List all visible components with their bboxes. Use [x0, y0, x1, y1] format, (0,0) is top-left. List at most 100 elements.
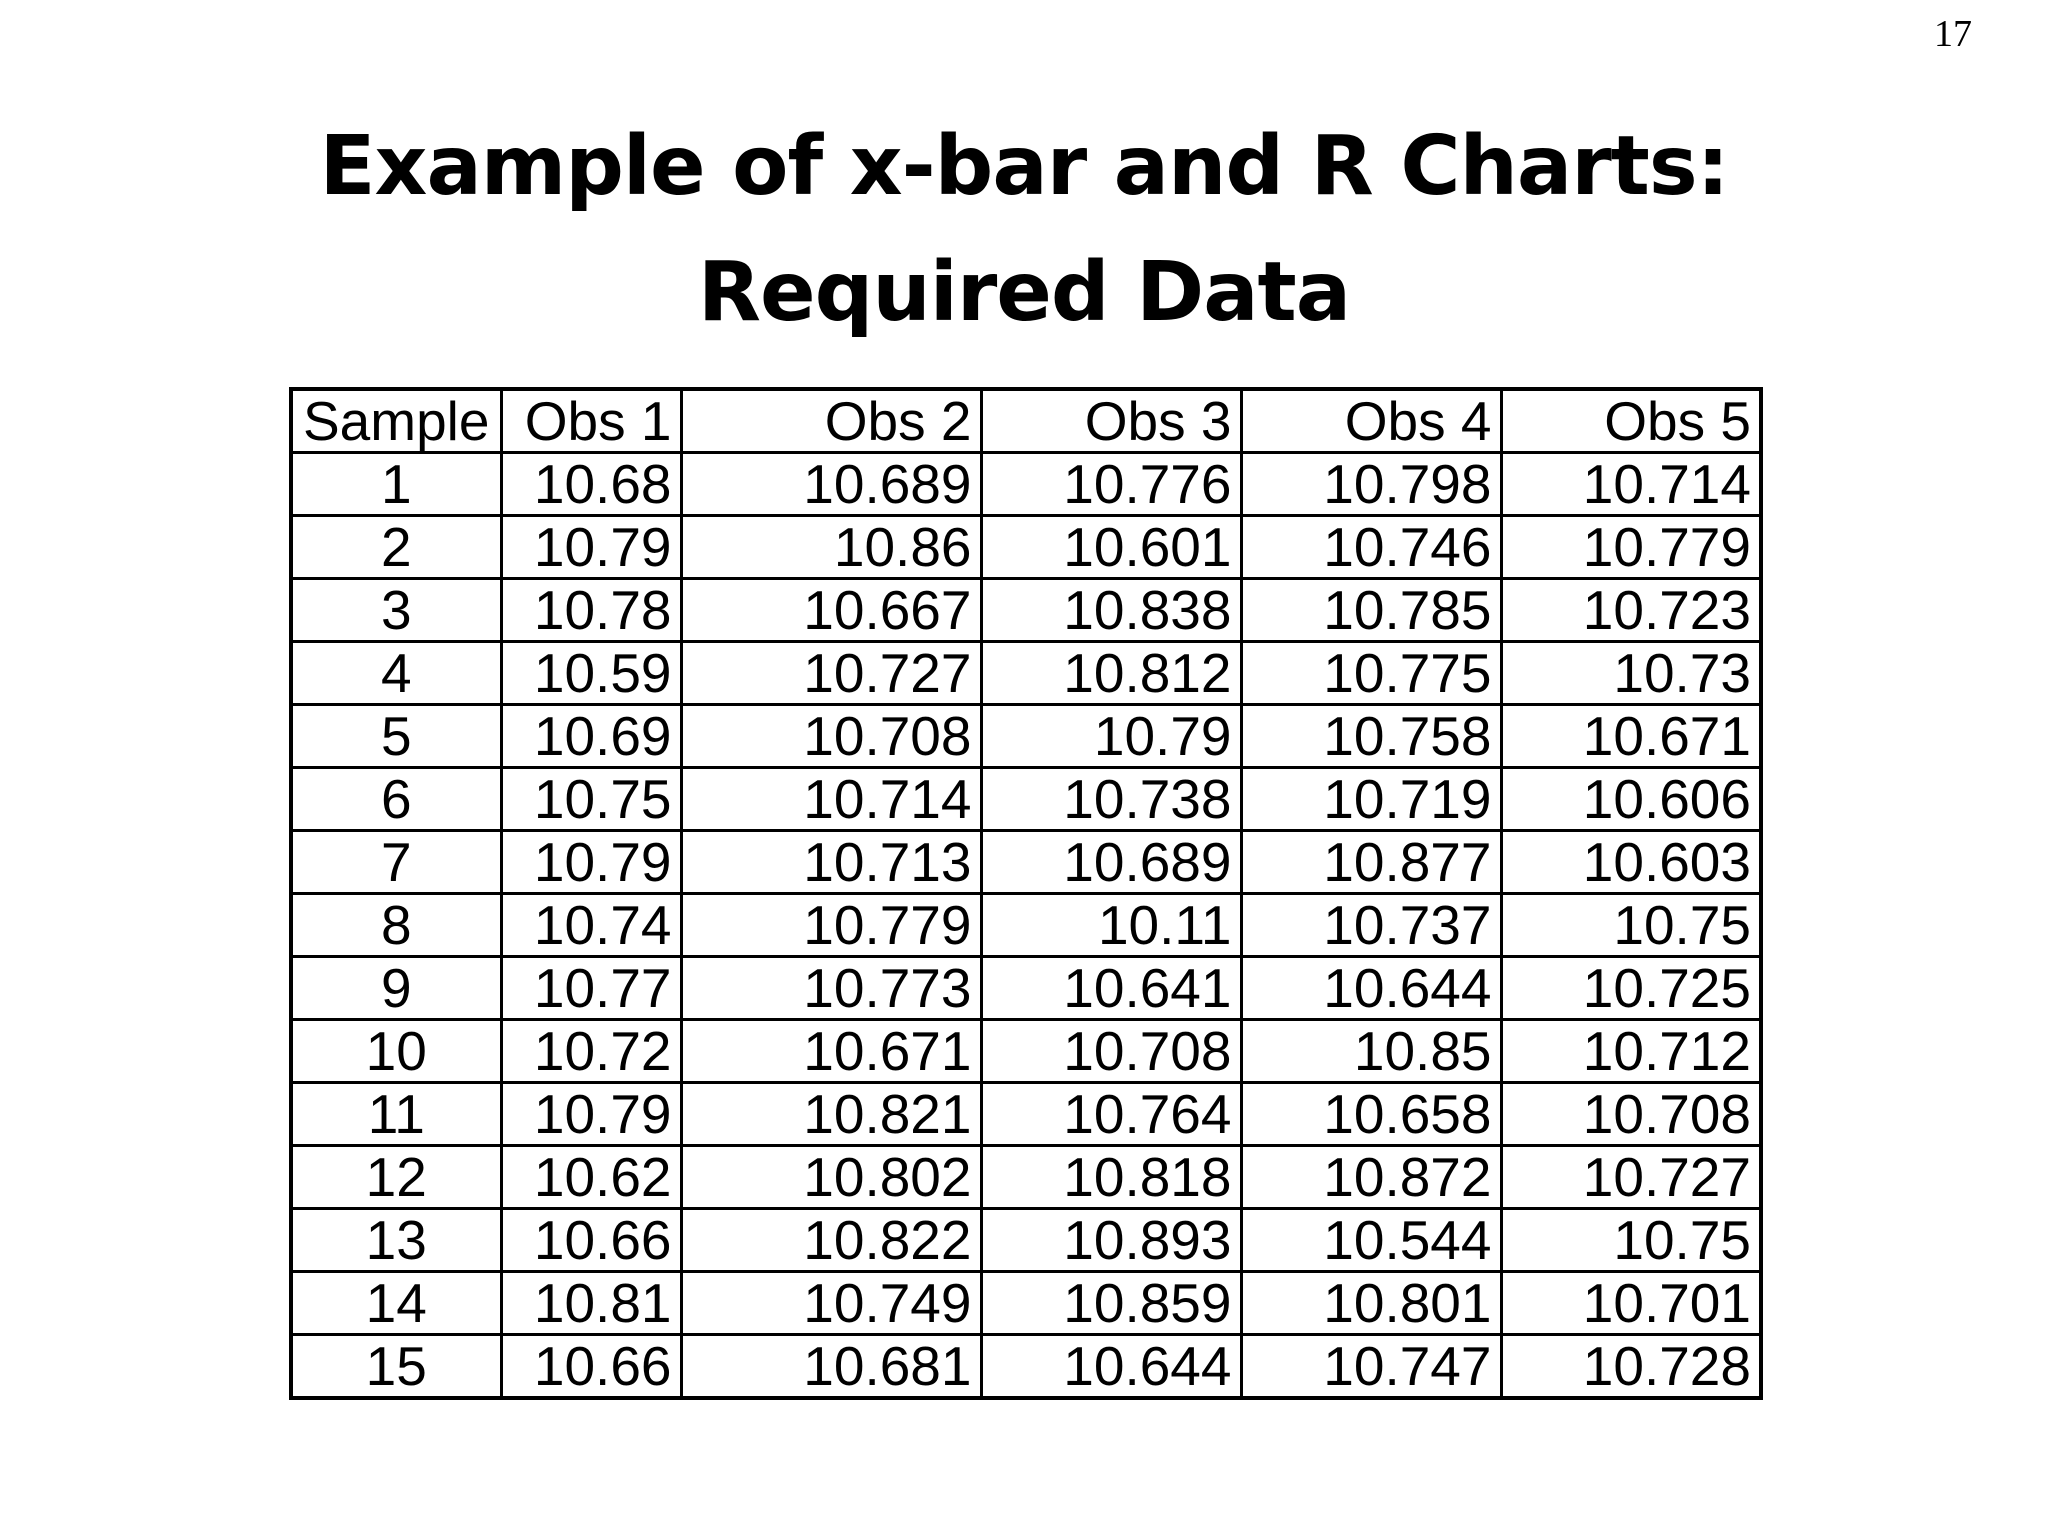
- cell-obs-3: 10.601: [979, 514, 1243, 580]
- header-obs-5: Obs 5: [1499, 387, 1763, 454]
- cell-obs-3: 10.738: [979, 766, 1243, 832]
- slide-title-line-2: Required Data: [697, 245, 1351, 340]
- sample-data-table: Sample Obs 1 Obs 2 Obs 3 Obs 4 Obs 5 1 10…: [289, 387, 1763, 1400]
- cell-obs-2: 10.708: [679, 703, 983, 769]
- cell-obs-1: 10.79: [499, 829, 683, 895]
- cell-sample: 12: [289, 1144, 503, 1210]
- cell-sample: 9: [289, 955, 503, 1021]
- cell-obs-3: 10.11: [979, 892, 1243, 958]
- cell-obs-1: 10.79: [499, 1081, 683, 1147]
- table-row: 13 10.66 10.822 10.893 10.544 10.75: [289, 1207, 1763, 1273]
- cell-obs-4: 10.746: [1239, 514, 1503, 580]
- cell-sample: 11: [289, 1081, 503, 1147]
- table-row: 12 10.62 10.802 10.818 10.872 10.727: [289, 1144, 1763, 1210]
- cell-obs-3: 10.764: [979, 1081, 1243, 1147]
- table-row: 8 10.74 10.779 10.11 10.737 10.75: [289, 892, 1763, 958]
- cell-sample: 4: [289, 640, 503, 706]
- cell-sample: 1: [289, 451, 503, 517]
- cell-obs-3: 10.689: [979, 829, 1243, 895]
- table-row: 4 10.59 10.727 10.812 10.775 10.73: [289, 640, 1763, 706]
- cell-sample: 8: [289, 892, 503, 958]
- cell-obs-4: 10.877: [1239, 829, 1503, 895]
- cell-obs-3: 10.812: [979, 640, 1243, 706]
- cell-obs-2: 10.821: [679, 1081, 983, 1147]
- cell-obs-1: 10.69: [499, 703, 683, 769]
- header-obs-2: Obs 2: [679, 387, 983, 454]
- cell-obs-5: 10.728: [1499, 1333, 1763, 1400]
- cell-obs-4: 10.798: [1239, 451, 1503, 517]
- cell-obs-4: 10.758: [1239, 703, 1503, 769]
- cell-obs-4: 10.85: [1239, 1018, 1503, 1084]
- slide-title-line-1: Example of x-bar and R Charts:: [319, 119, 1730, 214]
- header-obs-1: Obs 1: [499, 387, 683, 454]
- cell-obs-3: 10.818: [979, 1144, 1243, 1210]
- cell-obs-3: 10.644: [979, 1333, 1243, 1400]
- cell-obs-2: 10.86: [679, 514, 983, 580]
- cell-obs-3: 10.79: [979, 703, 1243, 769]
- cell-obs-4: 10.644: [1239, 955, 1503, 1021]
- cell-obs-5: 10.714: [1499, 451, 1763, 517]
- cell-obs-4: 10.719: [1239, 766, 1503, 832]
- cell-obs-2: 10.713: [679, 829, 983, 895]
- table-row: 10 10.72 10.671 10.708 10.85 10.712: [289, 1018, 1763, 1084]
- table-row: 14 10.81 10.749 10.859 10.801 10.701: [289, 1270, 1763, 1336]
- cell-obs-5: 10.712: [1499, 1018, 1763, 1084]
- cell-obs-1: 10.74: [499, 892, 683, 958]
- cell-obs-4: 10.658: [1239, 1081, 1503, 1147]
- cell-obs-2: 10.689: [679, 451, 983, 517]
- table-row: 6 10.75 10.714 10.738 10.719 10.606: [289, 766, 1763, 832]
- cell-obs-4: 10.785: [1239, 577, 1503, 643]
- cell-obs-1: 10.66: [499, 1333, 683, 1400]
- cell-sample: 10: [289, 1018, 503, 1084]
- table-row: 11 10.79 10.821 10.764 10.658 10.708: [289, 1081, 1763, 1147]
- cell-obs-5: 10.73: [1499, 640, 1763, 706]
- cell-obs-1: 10.62: [499, 1144, 683, 1210]
- header-obs-3: Obs 3: [979, 387, 1243, 454]
- cell-obs-5: 10.606: [1499, 766, 1763, 832]
- cell-sample: 14: [289, 1270, 503, 1336]
- cell-obs-2: 10.779: [679, 892, 983, 958]
- cell-obs-3: 10.838: [979, 577, 1243, 643]
- cell-sample: 2: [289, 514, 503, 580]
- cell-obs-2: 10.667: [679, 577, 983, 643]
- cell-obs-1: 10.78: [499, 577, 683, 643]
- cell-obs-2: 10.671: [679, 1018, 983, 1084]
- cell-obs-4: 10.872: [1239, 1144, 1503, 1210]
- cell-obs-1: 10.72: [499, 1018, 683, 1084]
- cell-obs-3: 10.708: [979, 1018, 1243, 1084]
- cell-obs-2: 10.822: [679, 1207, 983, 1273]
- table-row: 2 10.79 10.86 10.601 10.746 10.779: [289, 514, 1763, 580]
- cell-obs-1: 10.81: [499, 1270, 683, 1336]
- table-row: 7 10.79 10.713 10.689 10.877 10.603: [289, 829, 1763, 895]
- cell-obs-3: 10.776: [979, 451, 1243, 517]
- header-sample: Sample: [289, 387, 503, 454]
- cell-sample: 3: [289, 577, 503, 643]
- cell-obs-2: 10.727: [679, 640, 983, 706]
- cell-obs-3: 10.859: [979, 1270, 1243, 1336]
- table-row: 3 10.78 10.667 10.838 10.785 10.723: [289, 577, 1763, 643]
- cell-sample: 5: [289, 703, 503, 769]
- cell-obs-5: 10.701: [1499, 1270, 1763, 1336]
- cell-obs-2: 10.749: [679, 1270, 983, 1336]
- cell-obs-2: 10.714: [679, 766, 983, 832]
- cell-obs-5: 10.727: [1499, 1144, 1763, 1210]
- cell-obs-5: 10.708: [1499, 1081, 1763, 1147]
- cell-obs-2: 10.802: [679, 1144, 983, 1210]
- cell-obs-1: 10.66: [499, 1207, 683, 1273]
- cell-sample: 15: [289, 1333, 503, 1400]
- cell-obs-5: 10.725: [1499, 955, 1763, 1021]
- cell-obs-4: 10.747: [1239, 1333, 1503, 1400]
- cell-obs-4: 10.544: [1239, 1207, 1503, 1273]
- table-row: 15 10.66 10.681 10.644 10.747 10.728: [289, 1333, 1763, 1400]
- cell-obs-2: 10.681: [679, 1333, 983, 1400]
- cell-sample: 13: [289, 1207, 503, 1273]
- cell-obs-4: 10.737: [1239, 892, 1503, 958]
- slide-title: Example of x-bar and R Charts: Required …: [0, 104, 2048, 356]
- cell-obs-3: 10.893: [979, 1207, 1243, 1273]
- table-row: 9 10.77 10.773 10.641 10.644 10.725: [289, 955, 1763, 1021]
- cell-obs-1: 10.77: [499, 955, 683, 1021]
- cell-obs-1: 10.75: [499, 766, 683, 832]
- cell-obs-5: 10.603: [1499, 829, 1763, 895]
- cell-obs-1: 10.79: [499, 514, 683, 580]
- cell-sample: 6: [289, 766, 503, 832]
